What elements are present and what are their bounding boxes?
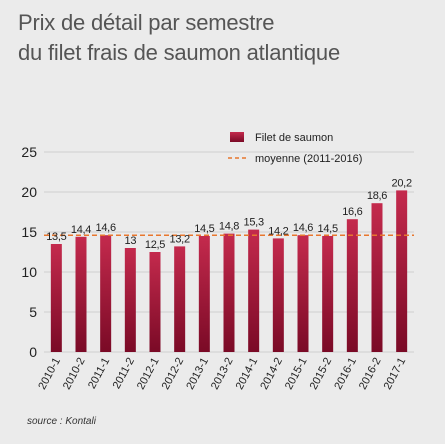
bar-value-label: 20,2 (392, 177, 412, 189)
bar (248, 229, 260, 352)
bar-value-label: 14,8 (219, 221, 239, 233)
y-tick-label: 15 (21, 224, 37, 240)
chart-title: Prix de détail par semestre du filet fra… (18, 8, 438, 68)
bar-value-label: 13,5 (46, 231, 66, 243)
value-labels: 13,5 14,4 14,6 13 12,5 13,2 14,5 14,8 15,3 14,2 14… (46, 177, 412, 251)
y-tick-label: 10 (21, 264, 37, 280)
y-tick-label: 5 (29, 304, 37, 320)
x-tick-label: 2013-2 (209, 356, 236, 392)
bar-value-label: 15,3 (244, 217, 264, 229)
bar (223, 233, 235, 352)
bar (272, 238, 284, 352)
bars (50, 190, 408, 352)
chart-title-line-1: Prix de détail par semestre (18, 10, 275, 35)
bar-value-label: 12,5 (145, 239, 165, 251)
bar-value-label: 16,6 (342, 206, 362, 218)
bar (174, 246, 186, 352)
x-tick-label: 2012-1 (135, 356, 162, 392)
legend-swatch-bar (230, 132, 244, 142)
legend-label-bar: Filet de saumon (255, 132, 333, 144)
x-tick-label: 2011-2 (111, 356, 137, 391)
bar (50, 244, 62, 352)
bar (198, 236, 210, 352)
bar (322, 236, 334, 352)
chart-title-line-2: du filet frais de saumon atlantique (18, 40, 340, 65)
y-tick-label: 20 (21, 184, 37, 200)
bar-value-label: 14,6 (293, 222, 313, 234)
x-tick-label: 2013-1 (184, 356, 211, 392)
bar-value-label: 14,4 (71, 224, 91, 236)
x-tick-label: 2014-1 (234, 356, 261, 392)
x-tick-label: 2015-2 (308, 356, 335, 392)
x-tick-label: 2014-2 (258, 356, 285, 392)
bar (75, 236, 87, 352)
x-tick-label: 2016-2 (357, 356, 384, 392)
legend-label-mean: moyenne (2011-2016) (255, 153, 362, 165)
x-tick-label: 2012-2 (160, 356, 187, 392)
bar-value-label: 13 (125, 235, 137, 247)
x-tick-label: 2010-2 (61, 356, 88, 392)
bar (371, 203, 383, 352)
bar (396, 190, 408, 352)
y-tick-label: 0 (29, 344, 37, 360)
legend: Filet de saumon moyenne (2011-2016) (228, 132, 362, 165)
bar-value-label: 14,6 (96, 222, 116, 234)
x-tick-label: 2011-1 (86, 356, 112, 391)
bar-value-label: 14,5 (318, 223, 338, 235)
bar-value-label: 13,2 (170, 233, 190, 245)
bar-value-label: 14,5 (194, 223, 214, 235)
x-tick-label: 2015-1 (283, 356, 310, 392)
x-axis-tick-labels: 2010-12010-22011-12011-22012-12012-22013… (36, 356, 408, 392)
x-tick-label: 2016-1 (332, 356, 359, 392)
bar (124, 248, 136, 352)
bar (100, 235, 112, 352)
bar (297, 235, 309, 352)
source-note: source : Kontali (27, 416, 96, 427)
y-tick-label: 25 (21, 144, 37, 160)
x-tick-label: 2010-1 (36, 356, 63, 392)
bar-value-label: 14,2 (268, 225, 288, 237)
bar-value-label: 18,6 (367, 190, 387, 202)
x-tick-label: 2017-1 (382, 356, 409, 392)
bar (346, 219, 358, 352)
bar (149, 252, 161, 352)
y-axis-tick-labels: 0 5 10 15 20 25 (21, 144, 37, 360)
